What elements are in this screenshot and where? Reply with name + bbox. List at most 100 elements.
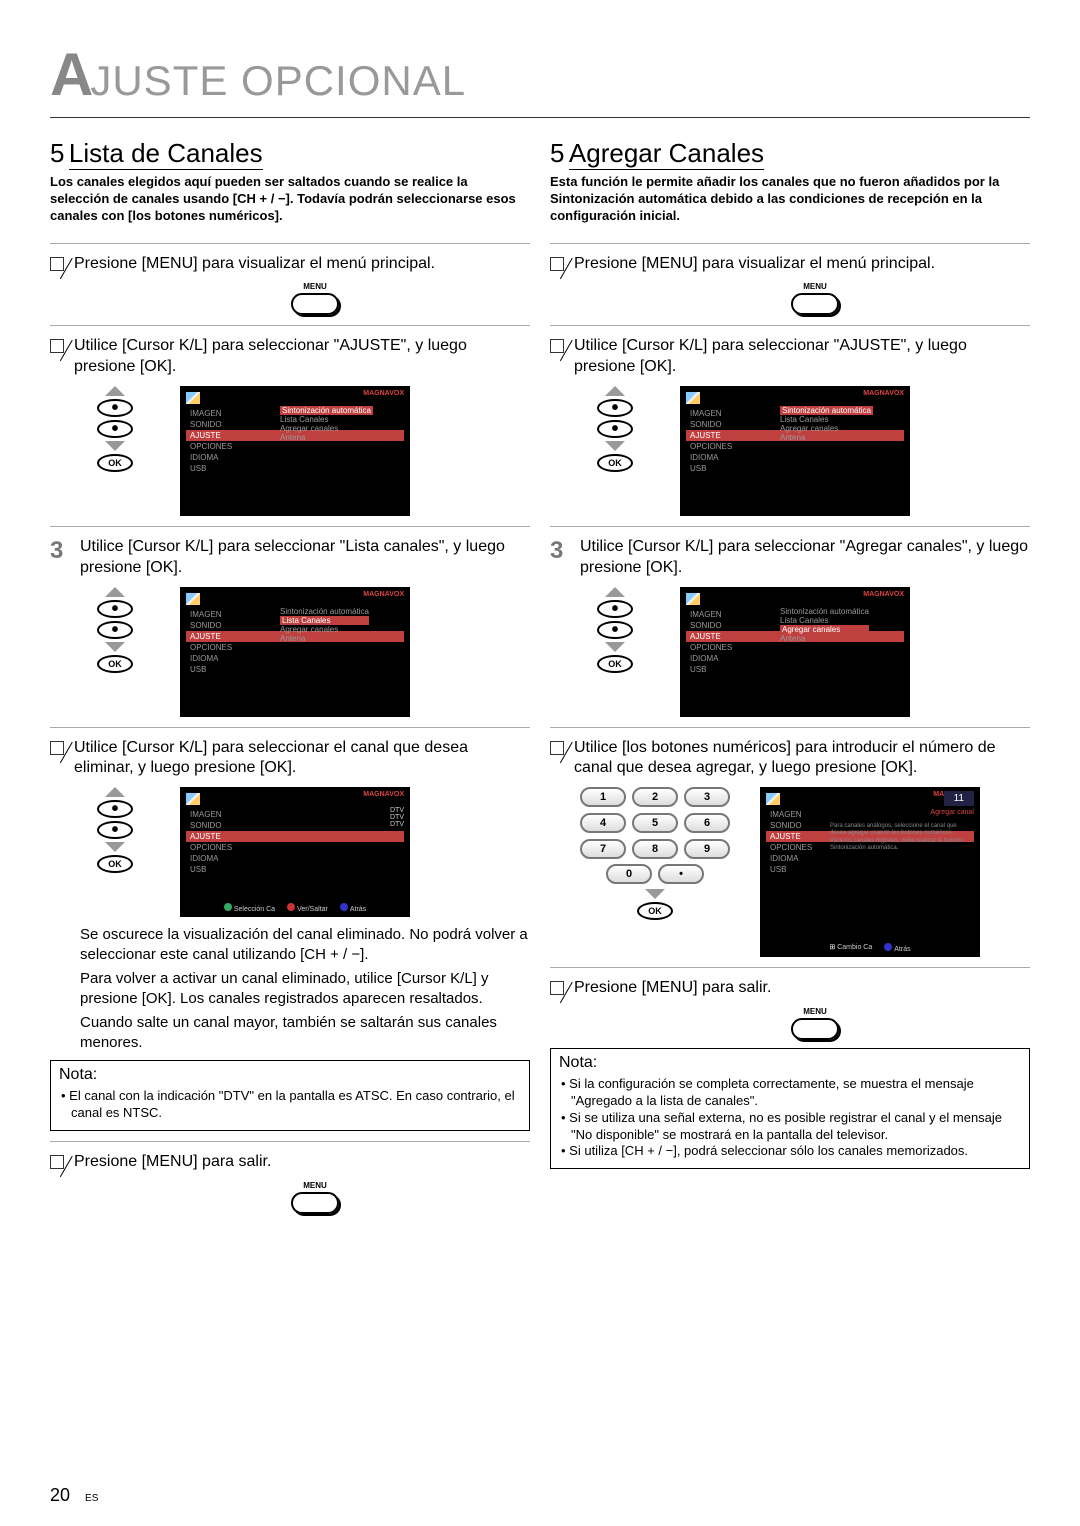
separator	[50, 1141, 530, 1142]
cursor-dot-btn: •	[97, 821, 133, 839]
tv-logo-icon	[766, 793, 780, 805]
tv-submenu-item: Lista Canales	[280, 415, 373, 424]
num-key: 2	[632, 787, 678, 807]
left-intro: Los canales elegidos aquí pueden ser sal…	[50, 174, 530, 225]
cursor-center: •	[597, 600, 633, 618]
tv-logo-icon	[186, 793, 200, 805]
tv-submenu-item: Agregar canales	[280, 625, 369, 634]
tv-submenu: Sintonización automática Lista Canales A…	[780, 406, 873, 442]
right-note-box: Nota: Si la configuración se completa co…	[550, 1048, 1030, 1169]
step-marker	[550, 741, 564, 755]
ok-button: OK	[97, 655, 133, 673]
tv-submenu: Sintonización automática Lista Canales A…	[280, 607, 369, 643]
tv-bottom-selec: Selección Ca	[234, 906, 275, 913]
note-item: Si utiliza [CH + / −], podrá seleccionar…	[571, 1143, 1021, 1160]
right-heading-row: 5 Agregar Canales	[550, 138, 1030, 174]
tv-submenu-item: Antena	[280, 634, 369, 643]
ok-button: OK	[97, 454, 133, 472]
tv-bottom-bar: ⊞ Cambio Ca Atrás	[760, 943, 980, 953]
left-section-num: 5	[50, 138, 64, 168]
cursor-center: •	[97, 800, 133, 818]
menu-button-graphic: MENU	[600, 1007, 1030, 1040]
number-pad-row2: 0 •	[580, 864, 730, 884]
menu-button-icon	[291, 293, 339, 315]
menu-button-icon	[791, 1018, 839, 1040]
dtv-label: DTV	[390, 821, 404, 828]
tv-logo-icon	[686, 392, 700, 404]
blue-dot-icon	[884, 943, 892, 951]
agregar-help1: Para canales análogos, seleccione el can…	[830, 823, 974, 837]
tv-submenu-item-hl: Lista Canales	[280, 616, 369, 625]
tv-menu-item: OPCIONES	[686, 642, 904, 653]
tv-menu-item: USB	[186, 664, 404, 675]
left-step4: Utilice [Cursor K/L] para seleccionar el…	[74, 738, 530, 780]
tv-screenshot-ajuste: MAGNAVOX IMAGEN SONIDO AJUSTE OPCIONES I…	[180, 386, 410, 516]
cursor-center: •	[97, 399, 133, 417]
separator	[550, 325, 1030, 326]
cursor-up-icon	[105, 386, 125, 396]
tv-menu-item: USB	[686, 463, 904, 474]
separator	[550, 727, 1030, 728]
right-step5: Presione [MENU] para salir.	[574, 978, 1030, 999]
cursor-down-icon	[605, 441, 625, 451]
step-number-3: 3	[50, 537, 70, 565]
num-key: 9	[684, 839, 730, 859]
left-note-box: Nota: El canal con la indicación "DTV" e…	[50, 1060, 530, 1131]
tv-bottom-bar: Selección Ca Ver/Saltar Atrás	[180, 903, 410, 913]
right-step4: Utilice [los botones numéricos] para int…	[574, 738, 1030, 780]
tv-submenu-item-hl: Agregar canales	[780, 625, 869, 634]
tv-logo-icon	[686, 593, 700, 605]
page-title: A JUSTE OPCIONAL	[50, 40, 1030, 109]
cursor-down-icon	[605, 642, 625, 652]
ok-button: OK	[597, 655, 633, 673]
tv-screenshot-agregar: MAGNAVOX IMAGEN SONIDO AJUSTE OPCIONES I…	[680, 587, 910, 717]
left-step3: Utilice [Cursor K/L] para seleccionar "L…	[80, 537, 530, 579]
right-step1: Presione [MENU] para visualizar el menú …	[574, 254, 1030, 275]
tv-screenshot-ajuste: MAGNAVOX IMAGEN SONIDO AJUSTE OPCIONES I…	[680, 386, 910, 516]
num-key: 0	[606, 864, 652, 884]
tv-menu-item: IDIOMA	[186, 853, 404, 864]
note-item: El canal con la indicación "DTV" en la p…	[71, 1088, 521, 1122]
menu-button-graphic: MENU	[100, 1181, 530, 1214]
cursor-up-icon	[605, 587, 625, 597]
step-marker	[50, 257, 64, 271]
left-step5: Presione [MENU] para salir.	[74, 1152, 530, 1173]
left-column: 5 Lista de Canales Los canales elegidos …	[50, 138, 530, 1214]
tv-screenshot-add-channel: MAGNAVOX 11 IMAGEN SONIDO AJUSTE OPCIONE…	[760, 787, 980, 957]
cursor-up-icon	[105, 587, 125, 597]
cursor-up-icon	[605, 386, 625, 396]
tv-logo-icon	[186, 392, 200, 404]
tv-submenu-item: Antena	[780, 433, 873, 442]
tv-logo-icon	[186, 593, 200, 605]
cursor-down-icon	[645, 889, 665, 899]
tv-menu-item: USB	[186, 463, 404, 474]
ok-button: OK	[97, 855, 133, 873]
right-column: 5 Agregar Canales Esta función le permit…	[550, 138, 1030, 1214]
tv-menu-item: SONIDO	[186, 820, 404, 831]
menu-button-graphic: MENU	[600, 282, 1030, 315]
tv-menu-item: IDIOMA	[686, 653, 904, 664]
green-dot-icon	[224, 903, 232, 911]
tv-submenu-item: Sintonización automática	[780, 607, 869, 616]
cursor-pad: • • OK	[580, 386, 650, 472]
tv-submenu: Sintonización automática Lista Canales A…	[780, 607, 869, 643]
agregar-help2: Para los canales digitales, debe realiza…	[830, 838, 974, 852]
title-text: JUSTE OPCIONAL	[90, 57, 466, 105]
page-number: 20 ES	[50, 1485, 98, 1506]
note-title: Nota:	[59, 1065, 521, 1086]
right-step3: Utilice [Cursor K/L] para seleccionar "A…	[580, 537, 1030, 579]
separator	[50, 526, 530, 527]
left-heading-row: 5 Lista de Canales	[50, 138, 530, 174]
agregar-help: Para canales análogos, seleccione el can…	[830, 823, 974, 852]
tv-menu-item: IDIOMA	[186, 653, 404, 664]
cursor-pad: • • OK	[80, 587, 150, 673]
tv-submenu-item: Lista Canales	[780, 616, 869, 625]
step-marker	[50, 339, 64, 353]
num-key: 4	[580, 813, 626, 833]
separator	[550, 526, 1030, 527]
tv-menu-item: OPCIONES	[186, 842, 404, 853]
tv-menu-item: IDIOMA	[766, 853, 974, 864]
note-item: Si se utiliza una señal externa, no es p…	[571, 1110, 1021, 1144]
tv-channel-dtv-list: DTV DTV DTV	[390, 807, 404, 828]
step-marker	[50, 741, 64, 755]
